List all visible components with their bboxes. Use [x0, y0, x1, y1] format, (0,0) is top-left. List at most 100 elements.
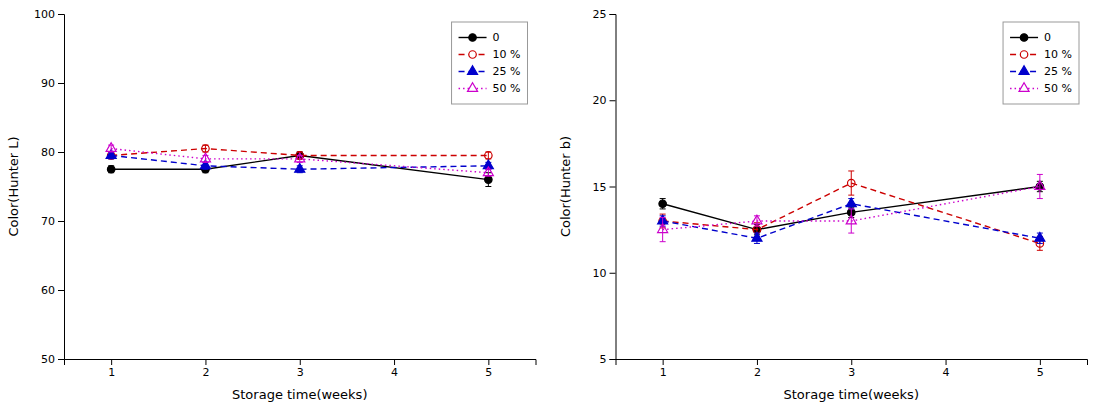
x-axis: 1 2 3 4 5	[65, 359, 537, 379]
tick-mark	[58, 152, 64, 153]
tick-label: 3	[848, 366, 855, 379]
y-axis-title: Color(Hunter L)	[6, 136, 21, 236]
tick-label: 5	[485, 366, 492, 379]
x-axis-tick: 1	[660, 359, 667, 379]
x-axis-tick: 1	[108, 359, 115, 379]
data-point	[846, 198, 856, 207]
data-point	[295, 163, 305, 172]
x-axis-tick: 5	[485, 359, 492, 379]
tick-label: 4	[391, 366, 398, 379]
y-axis-tick: 25	[593, 8, 616, 21]
legend-marker	[469, 51, 476, 58]
data-point	[658, 224, 668, 233]
legend-marker	[1020, 51, 1027, 58]
data-point	[1035, 181, 1045, 190]
legend-box	[1003, 22, 1079, 104]
tick-label: 100	[34, 8, 55, 21]
tick-mark	[488, 359, 489, 365]
data-point	[752, 215, 762, 224]
tick-mark	[58, 290, 64, 291]
data-point	[106, 143, 116, 152]
legend: 010 %25 %50 %	[1003, 22, 1079, 104]
plot-area	[658, 171, 1045, 250]
data-point	[846, 215, 856, 224]
tick-label: 5	[600, 353, 607, 366]
series-line	[663, 204, 1040, 239]
y-axis-tick: 70	[41, 215, 64, 228]
y-axis-tick: 90	[41, 77, 64, 90]
legend-entry: 50 %	[1010, 82, 1072, 95]
data-point	[107, 166, 114, 173]
legend-label: 0	[493, 31, 500, 44]
x-axis-tick: 2	[754, 359, 761, 379]
y-axis-tick: 100	[34, 8, 64, 21]
legend-label: 50 %	[493, 82, 521, 95]
x-axis-tick: 3	[297, 359, 304, 379]
tick-label: 70	[41, 215, 55, 228]
data-point	[200, 153, 210, 162]
tick-mark	[1040, 359, 1041, 365]
tick-label: 3	[297, 366, 304, 379]
legend-entry: 10 %	[459, 48, 521, 61]
tick-label: 2	[202, 366, 209, 379]
plot-area	[106, 143, 493, 187]
legend-box	[452, 22, 528, 104]
data-point	[659, 200, 666, 207]
series	[659, 171, 1044, 250]
legend-marker	[1020, 34, 1027, 41]
tick-label: 2	[754, 366, 761, 379]
tick-mark	[111, 359, 112, 365]
tick-label: 80	[41, 146, 55, 159]
x-axis-title: Storage time(weeks)	[232, 387, 367, 402]
tick-label: 5	[1037, 366, 1044, 379]
error-bar	[660, 199, 666, 209]
y-axis-tick: 10	[593, 267, 616, 280]
y-axis-tick: 20	[593, 94, 616, 107]
panel: 1 2 3 4 5 5 10 15 20 25 Storage time(weeks) Color(H…	[558, 8, 1088, 402]
y-axis: 5060708090100	[34, 8, 65, 366]
legend-label: 10 %	[493, 48, 521, 61]
x-axis-title: Storage time(weeks)	[784, 387, 919, 402]
legend-marker	[1019, 83, 1029, 92]
error-bar	[848, 171, 854, 195]
tick-mark	[610, 273, 616, 274]
tick-mark	[58, 14, 64, 15]
tick-mark	[757, 359, 758, 365]
tick-mark	[205, 359, 206, 365]
y-axis-tick: 5	[600, 353, 616, 366]
tick-label: 15	[593, 181, 607, 194]
tick-mark	[394, 359, 395, 365]
y-axis-line	[610, 15, 617, 360]
y-axis-title: Color(Hunter b)	[558, 136, 573, 237]
error-bar	[1037, 174, 1043, 198]
legend-marker	[1019, 66, 1029, 75]
tick-mark	[300, 359, 301, 365]
y-axis-line	[58, 15, 65, 360]
tick-label: 20	[593, 94, 607, 107]
tick-label: 90	[41, 77, 55, 90]
figure: 123455060708090100Storage time(weeks)Col…	[0, 0, 1103, 409]
y-axis-tick: 80	[41, 146, 64, 159]
legend-entry: 50 %	[459, 82, 521, 95]
error-bar	[848, 209, 854, 233]
error-bar	[202, 145, 208, 152]
x-axis: 1 2 3 4 5	[616, 359, 1088, 379]
tick-mark	[610, 14, 616, 15]
y-axis-tick: 50	[41, 353, 64, 366]
data-point	[202, 145, 209, 152]
series-line	[111, 155, 488, 179]
tick-label: 50	[41, 353, 55, 366]
x-axis-line	[616, 360, 1088, 366]
tick-mark	[610, 100, 616, 101]
data-point	[1035, 232, 1045, 241]
legend-label: 0	[1044, 31, 1051, 44]
tick-mark	[610, 359, 616, 360]
error-bar	[754, 216, 760, 226]
legend-entry: 0	[459, 31, 500, 44]
error-bar	[660, 218, 666, 242]
tick-mark	[58, 221, 64, 222]
tick-label: 4	[943, 366, 950, 379]
legend-entry: 10 %	[1010, 48, 1072, 61]
tick-label: 10	[593, 267, 607, 280]
data-point	[752, 232, 762, 241]
